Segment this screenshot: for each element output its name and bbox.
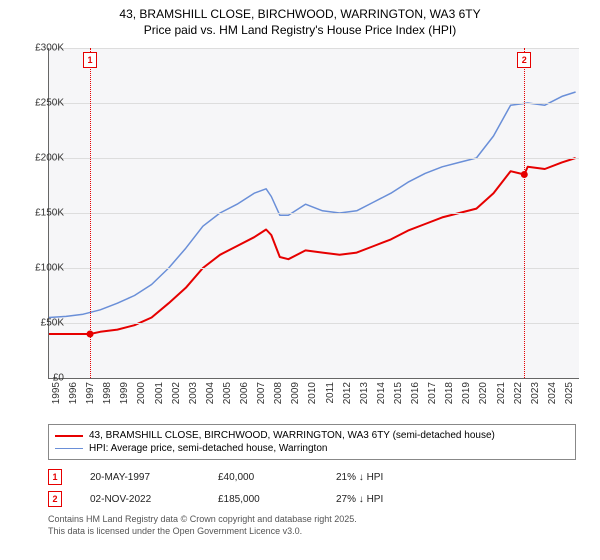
event-date: 20-MAY-1997: [90, 472, 190, 483]
chart-title: 43, BRAMSHILL CLOSE, BIRCHWOOD, WARRINGT…: [0, 0, 600, 38]
y-axis-label: £150K: [24, 208, 64, 219]
legend-label: 43, BRAMSHILL CLOSE, BIRCHWOOD, WARRINGT…: [89, 430, 495, 441]
x-axis-label: 2008: [273, 382, 284, 404]
x-axis-label: 2011: [325, 382, 336, 404]
event-badge-icon: 1: [48, 469, 62, 485]
footer-attribution: Contains HM Land Registry data © Crown c…: [48, 514, 357, 537]
x-axis-label: 2022: [513, 382, 524, 404]
event-price: £185,000: [218, 494, 308, 505]
x-axis-label: 2007: [256, 382, 267, 404]
legend-box: 43, BRAMSHILL CLOSE, BIRCHWOOD, WARRINGT…: [48, 424, 576, 460]
title-line-1: 43, BRAMSHILL CLOSE, BIRCHWOOD, WARRINGT…: [0, 6, 600, 22]
x-axis-label: 2021: [496, 382, 507, 404]
event-delta: 27% ↓ HPI: [336, 494, 436, 505]
legend-swatch: [55, 448, 83, 449]
gridline: [49, 323, 579, 324]
event-marker-badge: 2: [517, 52, 531, 68]
x-axis-label: 2010: [307, 382, 318, 404]
x-axis-label: 2013: [359, 382, 370, 404]
event-table: 1 20-MAY-1997 £40,000 21% ↓ HPI 2 02-NOV…: [48, 466, 436, 510]
y-axis-label: £300K: [24, 43, 64, 54]
x-axis-label: 2009: [290, 382, 301, 404]
event-marker-line: [90, 48, 91, 378]
legend-row: HPI: Average price, semi-detached house,…: [55, 442, 569, 455]
x-axis-label: 1997: [85, 382, 96, 404]
event-delta: 21% ↓ HPI: [336, 472, 436, 483]
x-axis-label: 2018: [444, 382, 455, 404]
title-line-2: Price paid vs. HM Land Registry's House …: [0, 22, 600, 38]
series-line-price_paid: [49, 158, 576, 334]
footer-line-1: Contains HM Land Registry data © Crown c…: [48, 514, 357, 526]
x-axis-label: 2015: [393, 382, 404, 404]
x-axis-label: 2000: [136, 382, 147, 404]
x-axis-label: 2012: [342, 382, 353, 404]
x-axis-label: 2020: [478, 382, 489, 404]
x-axis-label: 1996: [68, 382, 79, 404]
x-axis-label: 1998: [102, 382, 113, 404]
x-axis-label: 1999: [119, 382, 130, 404]
event-badge-icon: 2: [48, 491, 62, 507]
gridline: [49, 158, 579, 159]
gridline: [49, 103, 579, 104]
x-axis-label: 2023: [530, 382, 541, 404]
event-marker-badge: 1: [83, 52, 97, 68]
x-axis-label: 2024: [547, 382, 558, 404]
x-axis-label: 2017: [427, 382, 438, 404]
x-axis-label: 2005: [222, 382, 233, 404]
x-axis-label: 2019: [461, 382, 472, 404]
gridline: [49, 48, 579, 49]
x-axis-label: 2002: [171, 382, 182, 404]
x-axis-label: 1995: [51, 382, 62, 404]
x-axis-label: 2001: [154, 382, 165, 404]
x-axis-label: 2003: [188, 382, 199, 404]
footer-line-2: This data is licensed under the Open Gov…: [48, 526, 357, 538]
x-axis-label: 2006: [239, 382, 250, 404]
x-axis-label: 2025: [564, 382, 575, 404]
y-axis-label: £50K: [24, 318, 64, 329]
legend-swatch: [55, 435, 83, 437]
event-date: 02-NOV-2022: [90, 494, 190, 505]
event-price: £40,000: [218, 472, 308, 483]
x-axis-label: 2016: [410, 382, 421, 404]
y-axis-label: £250K: [24, 98, 64, 109]
event-marker-line: [524, 48, 525, 378]
legend-label: HPI: Average price, semi-detached house,…: [89, 443, 327, 454]
x-axis-label: 2014: [376, 382, 387, 404]
gridline: [49, 213, 579, 214]
legend-row: 43, BRAMSHILL CLOSE, BIRCHWOOD, WARRINGT…: [55, 429, 569, 442]
plot-area: 12: [48, 48, 579, 379]
gridline: [49, 268, 579, 269]
series-line-hpi: [49, 92, 576, 318]
event-row: 2 02-NOV-2022 £185,000 27% ↓ HPI: [48, 488, 436, 510]
chart-container: 43, BRAMSHILL CLOSE, BIRCHWOOD, WARRINGT…: [0, 0, 600, 560]
y-axis-label: £100K: [24, 263, 64, 274]
event-row: 1 20-MAY-1997 £40,000 21% ↓ HPI: [48, 466, 436, 488]
y-axis-label: £200K: [24, 153, 64, 164]
x-axis-label: 2004: [205, 382, 216, 404]
